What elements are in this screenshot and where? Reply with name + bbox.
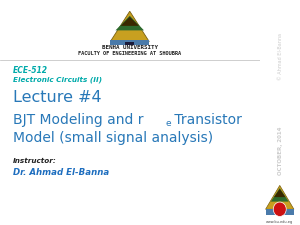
- Text: Transistor: Transistor: [170, 113, 242, 127]
- Text: e: e: [166, 119, 171, 128]
- Text: Electronic Circuits (II): Electronic Circuits (II): [13, 76, 102, 83]
- Text: Dr. Ahmad El-Banna: Dr. Ahmad El-Banna: [13, 168, 109, 177]
- Text: www.bu.edu.eg: www.bu.edu.eg: [266, 220, 293, 224]
- Polygon shape: [266, 185, 294, 209]
- Text: ECE-512: ECE-512: [13, 66, 48, 75]
- Text: Lecture #4: Lecture #4: [13, 90, 102, 105]
- Bar: [125, 42, 134, 45]
- Bar: [110, 40, 149, 45]
- Polygon shape: [274, 189, 285, 197]
- Polygon shape: [110, 11, 149, 42]
- Text: BENHA UNIVERSITY: BENHA UNIVERSITY: [102, 45, 158, 50]
- Polygon shape: [271, 188, 289, 202]
- Polygon shape: [116, 16, 144, 30]
- Text: FACULTY OF ENGINEERING AT SHOUBRA: FACULTY OF ENGINEERING AT SHOUBRA: [78, 51, 181, 56]
- Text: © Ahmad El-Banna: © Ahmad El-Banna: [278, 33, 283, 80]
- Text: Instructor:: Instructor:: [13, 158, 57, 164]
- Text: Model (small signal analysis): Model (small signal analysis): [13, 131, 213, 145]
- Circle shape: [273, 202, 286, 216]
- Polygon shape: [121, 17, 139, 26]
- Text: BJT Modeling and r: BJT Modeling and r: [13, 113, 143, 127]
- Bar: [266, 209, 294, 215]
- Text: OCTOBER, 2014: OCTOBER, 2014: [278, 126, 283, 175]
